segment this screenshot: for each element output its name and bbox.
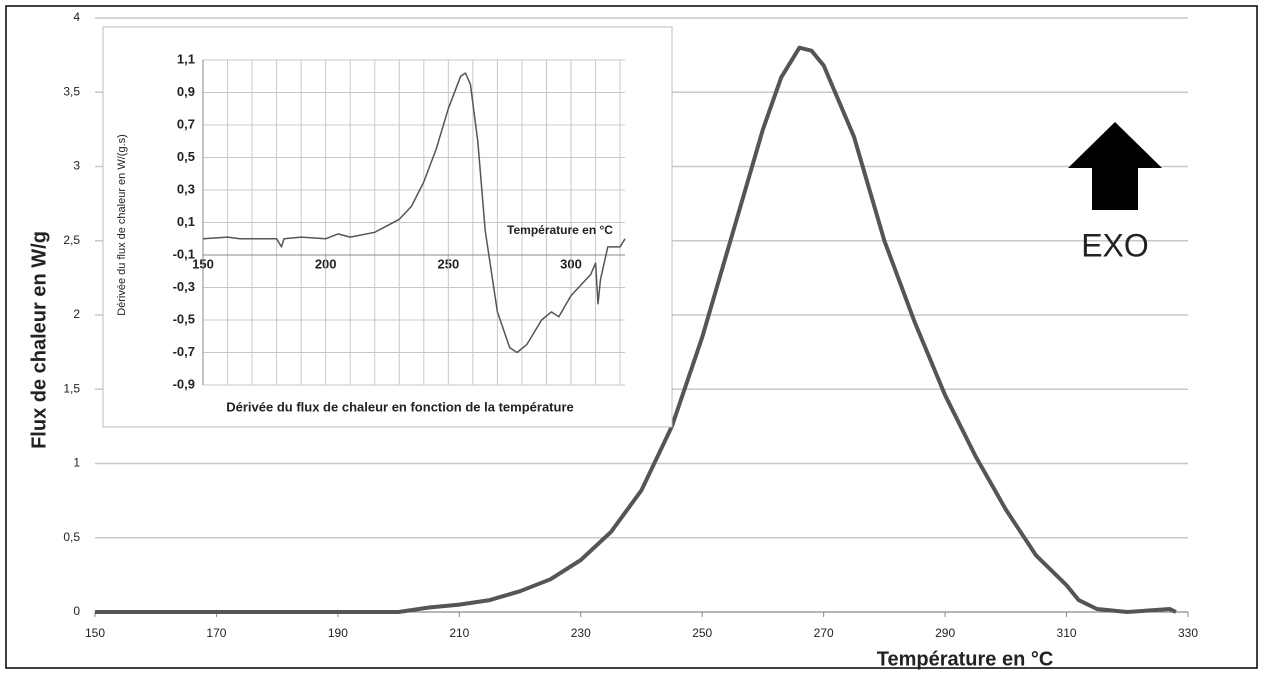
y-tick-label: -0,9 xyxy=(173,376,195,391)
y-axis-label: Flux de chaleur en W/g xyxy=(28,231,50,449)
inset-title: Dérivée du flux de chaleur en fonction d… xyxy=(226,399,573,414)
inset-frame xyxy=(102,26,673,428)
y-tick-label: -0,3 xyxy=(173,279,195,294)
y-tick-label: 0,3 xyxy=(177,181,195,196)
y-tick-label: 2,5 xyxy=(63,233,80,247)
y-tick-label: 0,1 xyxy=(177,214,195,229)
inset-chart: 1,10,90,70,50,30,1-0,1-0,3-0,5-0,7-0,915… xyxy=(116,51,626,414)
y-tick-label: 3,5 xyxy=(63,84,80,98)
y-tick-label: 2 xyxy=(73,307,80,321)
y-tick-label: -0,7 xyxy=(173,344,195,359)
x-tick-label: 170 xyxy=(206,626,226,640)
exo-arrow xyxy=(1068,122,1162,210)
y-tick-label: 0 xyxy=(73,604,80,618)
y-tick-label: -0,1 xyxy=(173,246,195,261)
inset-y-label: Dérivée du flux de chaleur en W/(g.s) xyxy=(116,134,128,316)
x-tick-label: 150 xyxy=(85,626,105,640)
x-tick-label: 210 xyxy=(449,626,469,640)
x-tick-label: 230 xyxy=(571,626,591,640)
y-tick-label: 0,5 xyxy=(177,149,195,164)
y-tick-label: 1 xyxy=(73,456,80,470)
x-tick-label: 190 xyxy=(328,626,348,640)
x-axis-label: Température en °C xyxy=(877,648,1054,670)
y-tick-label: 0,7 xyxy=(177,116,195,131)
data-line xyxy=(95,45,1177,614)
annotation: EXO xyxy=(1081,227,1149,263)
x-tick-label: 330 xyxy=(1178,626,1198,640)
x-tick-label: 250 xyxy=(692,626,712,640)
y-tick-label: 0,9 xyxy=(177,84,195,99)
data-line xyxy=(202,72,626,354)
y-tick-label: -0,5 xyxy=(173,311,195,326)
y-tick-label: 4 xyxy=(73,10,80,24)
y-tick-label: 0,5 xyxy=(63,530,80,544)
x-tick-label: 270 xyxy=(814,626,834,640)
x-tick-label: 310 xyxy=(1057,626,1077,640)
y-tick-label: 3 xyxy=(73,159,80,173)
y-tick-label: 1,5 xyxy=(63,381,80,395)
y-tick-label: 1,1 xyxy=(177,51,195,66)
x-tick-label: 290 xyxy=(935,626,955,640)
inset-x-label: Température en °C xyxy=(507,223,613,237)
